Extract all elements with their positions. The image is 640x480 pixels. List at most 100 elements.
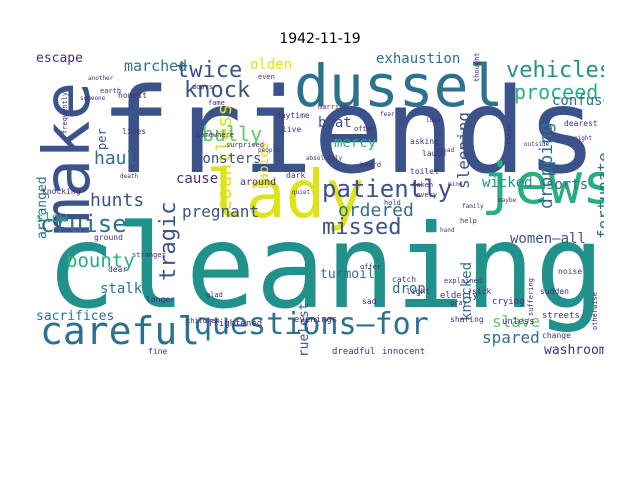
word-71: asking xyxy=(410,137,439,146)
word-78: sad xyxy=(362,297,377,306)
word-13: vehicles xyxy=(506,58,604,83)
word-123: idea xyxy=(426,117,441,124)
word-43: mercy xyxy=(334,135,377,151)
word-125: hand xyxy=(440,227,455,234)
word-23: marched xyxy=(124,57,188,75)
word-cloud: friends cleaning lady make dussel jews careful… xyxy=(36,52,604,355)
word-36: sacrifices xyxy=(36,309,115,324)
word-84: longer xyxy=(146,295,175,304)
word-118: stranger xyxy=(132,251,166,259)
word-29: sleeping xyxy=(454,111,473,189)
word-28: dropping xyxy=(536,122,557,209)
word-66: sudden xyxy=(540,287,569,296)
word-8: cruise xyxy=(40,210,127,238)
word-31: sorts xyxy=(546,177,589,193)
word-91: earth xyxy=(100,87,122,95)
word-110: otherwise xyxy=(591,292,599,330)
word-122: maybe xyxy=(498,197,517,204)
word-38: arranged xyxy=(36,176,50,239)
word-34: spared xyxy=(482,328,540,347)
word-33: slave xyxy=(492,312,541,331)
word-35: washroom xyxy=(544,343,604,355)
word-102: bread xyxy=(436,147,455,154)
word-112: people xyxy=(258,147,280,154)
word-19: bounty xyxy=(66,250,135,272)
word-20: tragic xyxy=(156,201,181,281)
word-11: knock xyxy=(184,78,251,103)
word-5: jews xyxy=(481,152,604,217)
word-14: proceed xyxy=(514,80,599,104)
word-18: hunts xyxy=(90,190,145,211)
word-6: careful xyxy=(40,309,201,353)
word-115: another xyxy=(88,75,114,82)
word-62: crying xyxy=(492,297,525,307)
word-87: dark xyxy=(286,171,306,180)
word-37: stalk xyxy=(100,281,143,297)
word-107: even xyxy=(258,73,275,81)
word-81: ground xyxy=(94,233,123,242)
word-73: heard xyxy=(360,161,382,169)
word-67: noise xyxy=(558,267,583,276)
word-93: fame xyxy=(208,99,225,107)
word-52: dreadful xyxy=(332,347,376,356)
word-85: sharing xyxy=(450,315,484,324)
word-95: somewhere xyxy=(196,131,234,139)
word-64: unless xyxy=(502,317,535,327)
word-98: taken xyxy=(412,181,434,189)
word-48: olden xyxy=(250,57,293,73)
word-46: drop xyxy=(392,281,426,297)
word-61: elderly xyxy=(440,291,478,301)
word-86: gray xyxy=(450,299,467,307)
word-96: absolutely xyxy=(306,155,343,162)
word-108: thought xyxy=(473,52,481,82)
word-100: close xyxy=(505,123,513,145)
word-88: live xyxy=(282,125,302,134)
word-92: doors xyxy=(192,83,214,91)
word-4: dussel xyxy=(294,52,504,120)
word-39: slow xyxy=(36,211,68,226)
word-45: turmoil xyxy=(320,267,375,282)
word-17: haul xyxy=(94,148,138,169)
word-27: fortunate xyxy=(594,152,604,239)
word-104: death xyxy=(120,173,139,180)
word-109: children xyxy=(186,317,220,325)
word-59: evenings xyxy=(294,315,338,325)
word-97: explained xyxy=(444,277,482,285)
word-90: honest xyxy=(118,91,147,100)
word-69: daytime xyxy=(276,111,310,120)
word-77: sick xyxy=(472,287,492,296)
word-124: mine xyxy=(448,181,463,188)
word-79: catch xyxy=(392,275,417,284)
word-12: twice xyxy=(176,58,243,83)
word-30: wicked xyxy=(482,175,533,191)
word-120: offer xyxy=(360,263,382,271)
word-72: often xyxy=(354,125,376,133)
word-9: missed xyxy=(322,215,402,240)
word-117: frequently xyxy=(61,91,69,134)
word-50: per xyxy=(95,128,109,150)
word-101: help xyxy=(460,217,477,225)
word-121: family xyxy=(462,203,484,210)
word-116: someone xyxy=(80,95,106,102)
word-53: innocent xyxy=(382,347,426,356)
word-60: frightened xyxy=(208,319,263,329)
word-26: confused xyxy=(552,93,604,109)
word-0: friends xyxy=(100,62,598,200)
word-94: surprised xyxy=(226,141,264,149)
word-80: knocking xyxy=(42,187,81,196)
word-83: fine xyxy=(148,347,168,356)
word-65: change xyxy=(542,331,571,340)
word-1: cleaning xyxy=(46,200,604,335)
word-63: streets xyxy=(542,311,580,321)
word-68: dearest xyxy=(564,119,598,128)
word-74: toilet xyxy=(410,167,439,176)
word-7: questions—for xyxy=(194,307,429,342)
word-70: married xyxy=(318,103,348,111)
word-75: laugh xyxy=(422,149,447,158)
word-76: light xyxy=(406,287,431,296)
word-106: hold xyxy=(384,199,401,207)
word-21: pregnant xyxy=(182,202,260,221)
word-32: women—all xyxy=(510,231,586,247)
word-22: ordered xyxy=(338,200,414,221)
word-111: suffering xyxy=(527,278,535,316)
